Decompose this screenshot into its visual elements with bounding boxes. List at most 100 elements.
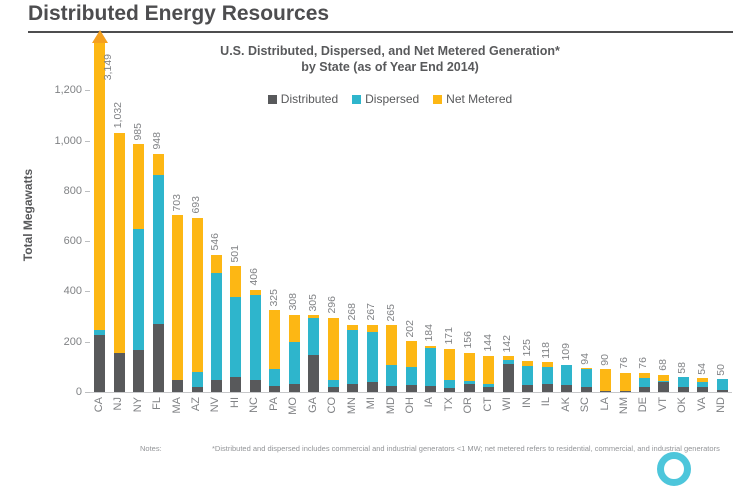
bar-segment-CA-net-metered: [94, 40, 106, 331]
bar-segment-MN-distributed: [347, 383, 359, 392]
x-tick-label-NM: NM: [618, 397, 630, 415]
x-tick-label-CO: CO: [326, 397, 339, 414]
x-tick-label-SC: SC: [579, 397, 592, 413]
bar-AK: [561, 364, 573, 392]
bar-MI: [366, 324, 378, 392]
bar-value-label-NJ: 1,032: [112, 102, 125, 129]
bar-segment-IA-net-metered: [424, 345, 436, 349]
bar-segment-OK-distributed: [677, 387, 689, 392]
x-tick-label-LA: LA: [598, 397, 611, 411]
bar-segment-NY-net-metered: [133, 144, 145, 230]
bar-segment-VT-dispersed: [658, 380, 670, 382]
bar-segment-CT-net-metered: [483, 355, 495, 384]
bar-segment-GA-distributed: [308, 355, 320, 392]
bar-value-label-IA: 184: [423, 324, 436, 342]
bar-value-label-LA: 90: [598, 353, 611, 366]
bar-segment-MD-distributed: [386, 386, 398, 392]
bar-SC: [580, 368, 592, 392]
bar-MA: [172, 215, 184, 392]
bar-VA: [697, 378, 709, 392]
bar-NC: [249, 289, 261, 392]
bar-value-label-ND: 50: [715, 363, 728, 376]
bar-segment-MN-net-metered: [347, 324, 359, 331]
bar-NM: [619, 372, 631, 392]
y-tick-mark: [85, 90, 90, 92]
bar-segment-HI-distributed: [230, 376, 242, 392]
bar-NV: [210, 254, 222, 392]
bar-NJ: [113, 132, 125, 392]
bar-value-label-OK: 58: [676, 361, 689, 374]
bar-FL: [152, 153, 164, 392]
x-tick-label-WI: WI: [501, 397, 514, 411]
bar-segment-SC-distributed: [580, 386, 592, 392]
bar-value-label-CT: 144: [481, 334, 494, 352]
x-tick-label-VT: VT: [656, 397, 669, 412]
bar-segment-DE-dispersed: [638, 378, 650, 387]
y-axis-title: Total Megawatts: [21, 168, 35, 262]
bar-HI: [230, 266, 242, 392]
bar-value-label-MD: 265: [384, 303, 397, 322]
bar-value-label-HI: 501: [228, 244, 241, 263]
bar-segment-AZ-net-metered: [191, 217, 203, 372]
bar-segment-WI-dispersed: [502, 359, 514, 364]
y-axis: 0 200 400 600 800 1,000 1,200: [34, 40, 90, 398]
bar-value-label-CA: 3,149: [101, 53, 114, 80]
bar-segment-AZ-distributed: [191, 386, 203, 392]
x-tick-label-MD: MD: [384, 397, 397, 415]
x-tick-label-PA: PA: [267, 397, 280, 411]
chart-title-line2: by State (as of Year End 2014): [301, 59, 479, 74]
bar-value-label-NY: 985: [131, 122, 144, 141]
bar-segment-SC-dispersed: [580, 369, 592, 387]
bar-segment-CO-distributed: [327, 386, 339, 392]
x-tick-label-AZ: AZ: [190, 397, 202, 412]
bar-segment-TX-dispersed: [444, 380, 456, 389]
x-tick-label-MA: MA: [170, 397, 183, 414]
bar-AZ: [191, 217, 203, 392]
bar-segment-IL-distributed: [541, 384, 553, 392]
legend-label-net-metered: Net Metered: [446, 92, 513, 106]
bar-segment-NC-distributed: [249, 380, 261, 392]
bar-IN: [522, 360, 534, 392]
x-tick-label-CA: CA: [92, 397, 105, 413]
bar-CA: [94, 40, 106, 392]
bar-segment-OH-net-metered: [405, 341, 417, 368]
bar-segment-OK-dispersed: [677, 377, 689, 388]
bar-segment-MO-distributed: [288, 383, 300, 392]
bar-segment-MA-distributed: [172, 379, 184, 392]
y-tick-mark: [85, 140, 90, 142]
bar-CT: [483, 355, 495, 392]
bar-segment-NM-distributed: [619, 390, 631, 392]
y-tick-mark: [85, 341, 90, 343]
x-tick-label-IL: IL: [540, 397, 553, 407]
bar-VT: [658, 374, 670, 392]
bar-ND: [716, 379, 728, 392]
bar-segment-MN-dispersed: [347, 330, 359, 384]
bar-IL: [541, 362, 553, 392]
bar-segment-AZ-dispersed: [191, 371, 203, 387]
bar-segment-IL-dispersed: [541, 366, 553, 385]
bar-segment-SC-net-metered: [580, 368, 592, 370]
bar-segment-MO-dispersed: [288, 341, 300, 384]
bar-value-label-CO: 296: [326, 296, 339, 314]
corner-logo-icon: [657, 452, 691, 486]
x-tick-label-VA: VA: [695, 397, 708, 411]
bar-segment-OH-distributed: [405, 385, 417, 392]
x-tick-label-MO: MO: [287, 397, 300, 415]
bar-segment-DE-distributed: [638, 386, 650, 392]
bar-value-label-VT: 68: [656, 359, 669, 371]
bar-segment-IN-net-metered: [522, 360, 534, 366]
bar-value-label-MN: 268: [345, 303, 358, 321]
bar-MN: [347, 324, 359, 392]
bar-segment-HI-dispersed: [230, 296, 242, 377]
x-tick-label-ND: ND: [715, 397, 728, 413]
bar-segment-CA-dispersed: [94, 330, 106, 336]
x-tick-label-OH: OH: [404, 397, 416, 414]
y-tick-label-800: 800: [63, 184, 82, 197]
x-tick-label-NC: NC: [248, 397, 261, 413]
bar-value-label-AZ: 693: [190, 196, 202, 214]
bar-segment-WI-net-metered: [502, 356, 514, 360]
bar-value-label-IL: 118: [540, 341, 553, 359]
bar-segment-IN-distributed: [522, 385, 534, 392]
bar-value-label-DE: 76: [637, 357, 650, 369]
bar-segment-PA-net-metered: [269, 310, 281, 369]
